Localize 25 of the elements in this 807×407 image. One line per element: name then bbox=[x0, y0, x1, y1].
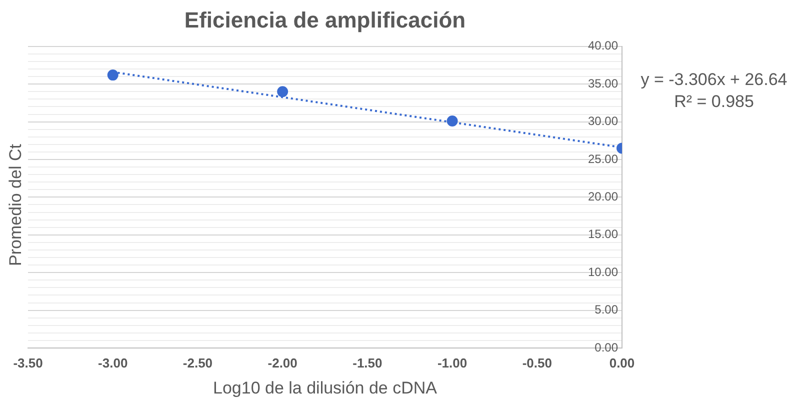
x-tick-label: -1.00 bbox=[437, 355, 468, 370]
x-tick-label: -2.50 bbox=[182, 355, 213, 370]
y-tick-label: 0.00 bbox=[594, 340, 618, 354]
point bbox=[446, 116, 458, 127]
chart-title: Eficiencia de amplificación bbox=[184, 7, 466, 32]
text: y = -3.306x + 26.64 bbox=[640, 70, 788, 90]
y-tick-label: 15.00 bbox=[588, 227, 618, 242]
y-tick-label: 40.00 bbox=[588, 38, 618, 53]
x-tick-label: -3.00 bbox=[98, 355, 128, 370]
y-tick-label: 20.00 bbox=[588, 190, 618, 204]
x-axis-title: Log10 de la dilusión de cDNA bbox=[213, 378, 438, 398]
y-tick-label: 25.00 bbox=[588, 152, 618, 166]
x-tick-label: -2.00 bbox=[268, 355, 298, 370]
y-tick-label: 30.00 bbox=[588, 114, 618, 128]
point bbox=[277, 86, 288, 98]
y-tick-label: 35.00 bbox=[588, 76, 618, 90]
x-tick-label: 0.00 bbox=[609, 355, 635, 370]
y-tick-label: 10.00 bbox=[588, 264, 618, 279]
x-tick-label: -0.50 bbox=[522, 355, 552, 370]
x-tick-label: -3.50 bbox=[13, 355, 43, 370]
y-axis-title: Promedio del Ct bbox=[6, 144, 26, 266]
point bbox=[107, 70, 118, 81]
y-tick-label: 5.00 bbox=[594, 302, 618, 317]
x-tick-label: -1.50 bbox=[352, 355, 382, 370]
text: R² = 0.985 bbox=[674, 92, 754, 112]
